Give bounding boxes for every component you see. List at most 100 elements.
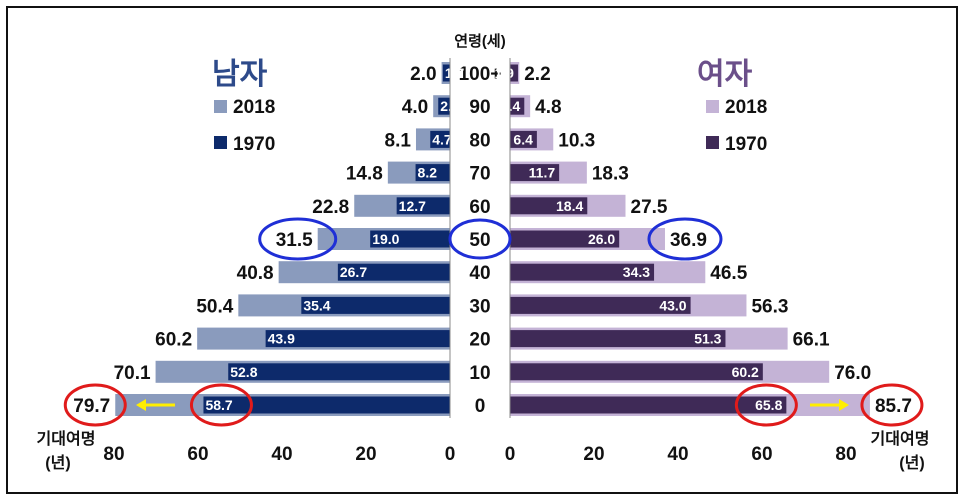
chart-frame: [6, 6, 958, 494]
data-label-male-2018: 31.5: [276, 230, 313, 251]
age-tick-label: 60: [469, 197, 490, 218]
age-tick-label: 10: [469, 363, 490, 384]
bar-male-1970: [370, 230, 450, 248]
data-label-female-2018: 2.2: [524, 64, 550, 85]
data-label-female-1970: 1.9: [495, 65, 515, 81]
bar-female-1970: [510, 330, 726, 348]
data-label-male-1970: 43.9: [268, 331, 295, 347]
highlight-circle-female-50: [647, 217, 723, 261]
legend-swatch-male-1970: [214, 136, 227, 149]
x-tick-label-male: 0: [445, 444, 456, 465]
legend-label-female-2018: 2018: [725, 97, 767, 118]
data-label-male-1970: 19.0: [372, 231, 399, 247]
data-label-female-1970: 51.3: [694, 331, 721, 347]
data-label-male-1970: 1.7: [445, 65, 465, 81]
data-label-female-1970: 11.7: [529, 165, 556, 181]
age-tick-label: 40: [469, 263, 490, 284]
data-label-female-2018: 76.0: [834, 363, 871, 384]
data-label-male-1970: 35.4: [303, 297, 330, 313]
data-label-male-1970: 8.2: [418, 165, 438, 181]
data-label-female-1970: 43.0: [659, 297, 686, 313]
x-axis-caption-male: 기대여명: [37, 430, 96, 448]
bar-male-1970: [442, 64, 450, 82]
data-label-female-2018: 10.3: [558, 130, 595, 151]
x-tick-label-male: 20: [355, 444, 376, 465]
data-label-male-2018: 2.0: [410, 64, 436, 85]
bar-female-1970: [510, 263, 655, 281]
bar-female-1970: [510, 64, 518, 82]
data-label-female-1970: 18.4: [556, 198, 583, 214]
bar-male-1970: [396, 197, 450, 215]
bar-female-1970: [510, 363, 763, 381]
legend-label-male-2018: 2018: [233, 97, 275, 118]
age-axis-header: 연령(세): [454, 32, 505, 50]
data-label-male-2018: 4.0: [402, 97, 428, 118]
data-label-male-1970: 12.7: [399, 198, 426, 214]
data-label-male-2018: 40.8: [237, 263, 274, 284]
legend-label-female-1970: 1970: [725, 134, 767, 155]
bar-male-1970: [228, 363, 450, 381]
x-tick-label-female: 0: [505, 444, 516, 465]
bar-female-1970: [510, 396, 787, 414]
data-label-female-2018: 4.8: [535, 97, 561, 118]
male-panel-title: 남자: [212, 58, 268, 91]
x-tick-label-female: 40: [667, 444, 688, 465]
age-tick-label: 20: [469, 330, 490, 351]
data-label-male-1970: 52.8: [230, 364, 257, 380]
age-tick-label: 80: [469, 130, 490, 151]
age-tick-label: 90: [469, 97, 490, 118]
age-tick-label: 0: [475, 396, 486, 417]
x-tick-label-male: 40: [271, 444, 292, 465]
legend-swatch-female-2018: [706, 100, 719, 113]
bar-male-1970: [430, 130, 450, 148]
x-axis-caption-female: 기대여명: [871, 430, 930, 448]
data-label-female-2018: 56.3: [751, 296, 788, 317]
x-tick-label-male: 60: [187, 444, 208, 465]
x-tick-label-female: 80: [835, 444, 856, 465]
data-label-male-2018: 8.1: [385, 130, 412, 151]
data-label-male-2018: 50.4: [196, 296, 233, 317]
x-tick-label-female: 60: [751, 444, 772, 465]
bar-male-1970: [438, 97, 450, 115]
bar-female-1970: [510, 197, 588, 215]
data-label-male-2018: 22.8: [312, 197, 349, 218]
data-label-male-1970: 4.7: [432, 131, 452, 147]
bar-female-1970: [510, 130, 537, 148]
bar-male-1970: [415, 164, 450, 182]
data-label-male-2018: 79.7: [73, 396, 110, 417]
data-label-male-2018: 60.2: [155, 330, 192, 351]
bar-male-1970: [337, 263, 450, 281]
data-label-female-1970: 60.2: [732, 364, 759, 380]
x-tick-label-female: 20: [583, 444, 604, 465]
highlight-circle-female-0-2018: [860, 383, 924, 427]
x-axis-unit-female: (년): [899, 453, 924, 472]
data-label-female-1970: 6.4: [513, 131, 533, 147]
bar-female-1970: [510, 97, 525, 115]
highlight-circle-male-0-2018: [63, 383, 127, 427]
data-label-female-2018: 27.5: [631, 197, 668, 218]
bar-female-1970: [510, 296, 691, 314]
highlight-circle-female-0-1970: [734, 383, 798, 427]
data-label-male-2018: 14.8: [346, 164, 383, 185]
data-label-female-2018: 85.7: [875, 396, 912, 417]
data-label-male-2018: 70.1: [114, 363, 151, 384]
x-axis-unit-male: (년): [45, 453, 70, 472]
data-label-female-2018: 66.1: [793, 330, 830, 351]
female-panel-title: 여자: [697, 58, 753, 91]
highlight-circle-male-50: [258, 217, 338, 261]
data-label-male-1970: 26.7: [340, 264, 367, 280]
data-label-male-1970: 58.7: [205, 397, 232, 413]
bar-female-1970: [510, 164, 560, 182]
age-tick-label: 70: [469, 164, 490, 185]
legend-label-male-1970: 1970: [233, 134, 275, 155]
x-tick-label-male: 80: [103, 444, 124, 465]
data-label-female-1970: 65.8: [755, 397, 782, 413]
arrow-head-female: [839, 399, 849, 411]
age-tick-label: 50: [469, 230, 490, 251]
highlight-circle-age-50: [448, 218, 512, 260]
age-tick-label: 30: [469, 296, 490, 317]
arrow-head-male: [136, 399, 146, 411]
data-label-female-2018: 18.3: [592, 164, 629, 185]
data-label-female-1970: 34.3: [623, 264, 650, 280]
